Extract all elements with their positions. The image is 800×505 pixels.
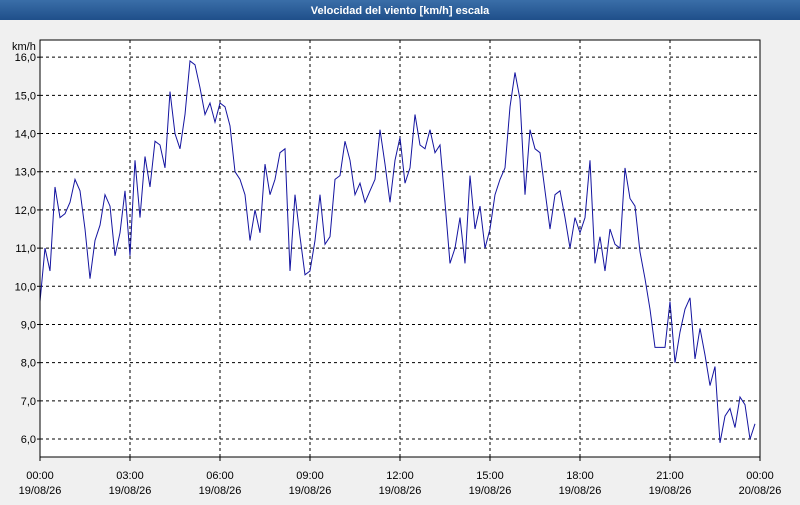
x-tick-label: 00:00 xyxy=(26,470,54,482)
x-tick-label: 18:00 xyxy=(566,470,594,482)
plot-border xyxy=(39,39,761,458)
x-tick-label: 00:00 xyxy=(746,470,774,482)
x-tick-label: 21:00 xyxy=(656,470,684,482)
y-tick-label: 16,0 xyxy=(15,52,36,64)
y-tick-label: 7,0 xyxy=(21,396,36,408)
data-line xyxy=(39,60,756,443)
y-tick-label: 12,0 xyxy=(15,205,36,217)
y-tick-label: 10,0 xyxy=(15,281,36,293)
y-tick-label: 6,0 xyxy=(21,434,36,446)
x-tick-label: 03:00 xyxy=(116,470,144,482)
title-bar xyxy=(0,0,800,20)
x-tick-label: 12:00 xyxy=(386,470,414,482)
x-tick-date: 19/08/26 xyxy=(199,485,242,497)
y-tick-label: 11,0 xyxy=(15,243,36,255)
x-tick-label: 09:00 xyxy=(296,470,324,482)
x-tick-date: 19/08/26 xyxy=(379,485,422,497)
chart-title: Velocidad del viento [km/h] escala xyxy=(311,5,490,17)
x-tick-date: 19/08/26 xyxy=(559,485,602,497)
x-tick-label: 06:00 xyxy=(206,470,234,482)
y-tick-label: 15,0 xyxy=(15,90,36,102)
y-tick-label: 14,0 xyxy=(15,129,36,141)
x-tick-date: 19/08/26 xyxy=(649,485,692,497)
y-tick-label: 8,0 xyxy=(21,358,36,370)
x-tick-label: 15:00 xyxy=(476,470,504,482)
x-tick-date: 19/08/26 xyxy=(469,485,512,497)
y-tick-label: 13,0 xyxy=(15,167,36,179)
x-tick-date: 19/08/26 xyxy=(109,485,152,497)
x-tick-date: 19/08/26 xyxy=(19,485,62,497)
y-axis-label: km/h xyxy=(12,41,36,53)
x-tick-date: 19/08/26 xyxy=(289,485,332,497)
y-tick-label: 9,0 xyxy=(21,319,36,331)
x-tick-date: 20/08/26 xyxy=(739,485,782,497)
